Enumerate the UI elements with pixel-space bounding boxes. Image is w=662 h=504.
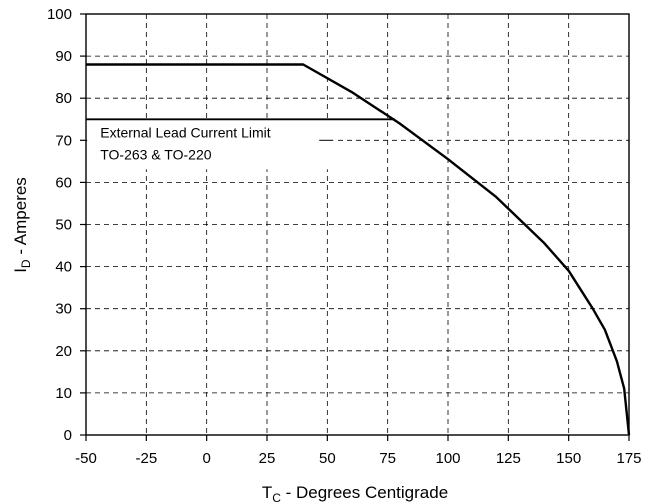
x-axis-title-subscript: C [272,491,281,504]
y-axis-title-main: I [11,268,30,273]
x-axis-title: TC - Degrees Centigrade [262,483,448,504]
x-tick-label: 125 [496,450,521,467]
y-axis-title: ID - Amperes [11,177,33,273]
y-tick-label: 60 [55,174,72,191]
y-tick-label: 70 [55,132,72,149]
x-tick-label: -50 [75,450,97,467]
y-tick-label: 30 [55,301,72,318]
y-tick-label: 50 [55,217,72,234]
x-tick-label: 25 [259,450,276,467]
x-tick-label: 100 [435,450,460,467]
x-tick-label: 75 [379,450,396,467]
series-line-1 [86,63,631,436]
y-tick-label: 40 [55,259,72,276]
annotation-text-line: External Lead Current Limit [100,124,271,140]
annotation-text-line: TO-263 & TO-220 [100,146,211,162]
y-tick-label: 10 [55,385,72,402]
y-tick-label: 100 [47,6,72,23]
y-tick-label: 20 [55,343,72,360]
annotation-backdrop [87,121,336,170]
x-axis-title-rest: - Degrees Centigrade [281,483,448,502]
y-axis-title-subscript: D [19,259,33,268]
x-tick-label: -25 [135,450,157,467]
series-group [86,63,631,436]
x-tick-label: 0 [202,450,210,467]
x-tick-label: 50 [319,450,336,467]
x-tick-label: 175 [616,450,641,467]
x-axis-title-main: T [262,483,272,502]
x-tick-labels: -50 -25 0 25 50 75 100 125 150 175 [75,435,642,467]
y-tick-labels: 0 10 20 30 40 50 60 70 80 90 100 [47,6,86,444]
x-tick-label: 150 [556,450,581,467]
annotation-group: External Lead Current Limit TO-263 & TO-2… [87,121,336,170]
y-tick-label: 0 [64,427,72,444]
gridlines [86,14,629,435]
y-tick-label: 90 [55,48,72,65]
y-axis-title-rest: - Amperes [11,177,30,259]
y-tick-label: 80 [55,90,72,107]
